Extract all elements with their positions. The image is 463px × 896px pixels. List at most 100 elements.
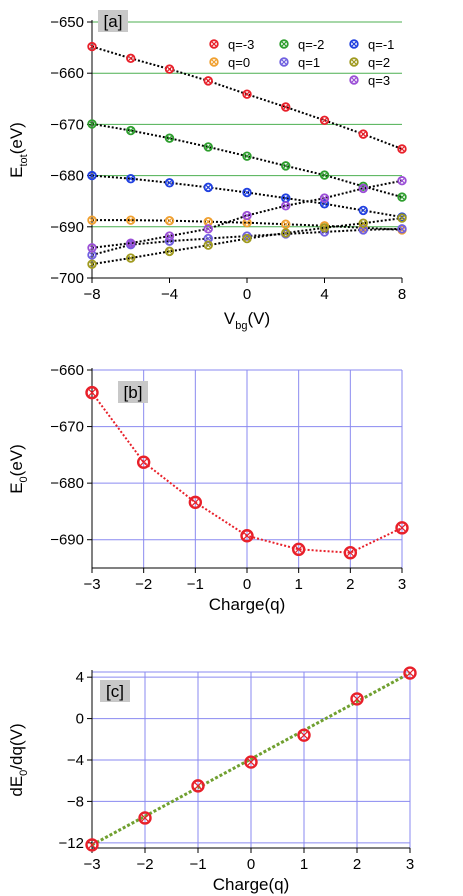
data-point [397,213,407,223]
series-line [91,45,403,150]
y-tick-label-4: −12 [59,835,84,852]
legend-item: q=2 [349,55,390,70]
data-point-ring [126,53,136,64]
data-point-ring [397,213,407,223]
data-point-cross-b [205,144,211,150]
panel-2: 4 0 −4 −8 −12 −3 −2 −1 0 1 2 3 Charge(q) dE0/dq(V) [c] [7,666,417,894]
fit-line [91,671,411,847]
data-point [397,224,407,234]
data-point-cross-b [399,194,405,200]
x-tick-label-5: 2 [346,576,354,593]
data-point-cross-b [247,758,255,766]
legend-marker-cross-b [211,59,217,65]
data-point-ring [85,385,99,400]
data-point-cross-b [166,218,173,224]
data-point-cross-b [360,185,366,191]
data-point-cross-b [89,245,95,251]
data-point-cross-b [321,225,328,231]
data-point-ring [164,178,175,188]
y-axis-label: dE0/dq(V) [7,723,30,796]
legend-label: q=-1 [368,37,394,52]
data-point [87,170,97,181]
data-point-ring [291,542,306,557]
series-line [91,217,403,266]
legend-marker [349,39,359,49]
data-point-cross-b [141,814,149,822]
legend-marker [209,57,219,67]
data-point-ring [350,692,364,706]
data-point-ring [397,224,407,234]
data-point-cross-b [205,219,211,225]
data-point-ring [164,133,175,143]
data-point-ring [242,89,252,99]
data-point-ring [87,215,97,225]
data-point [281,228,291,238]
data-point [242,210,252,221]
data-point-cross-b [244,236,250,242]
data-point-ring [358,225,368,235]
y-tick-label-0: −650 [50,14,84,31]
y-tick-label-3: −680 [50,168,84,185]
data-point [126,53,136,64]
legend-label: q=2 [368,55,390,70]
data-point-ring [281,161,291,171]
y-axis-label: Etot(eV) [7,122,30,178]
data-point [87,41,97,52]
legend-marker-ring [279,39,289,49]
data-point [87,119,97,129]
data-point [240,529,254,543]
x-axis-label: Charge(q) [209,595,286,614]
data-point [203,76,213,86]
panel-0: −650 −660 −670 −680 −690 −700−8 −4 0 4 8 Vbg(V) Eto… [7,10,407,332]
data-point [164,231,175,241]
data-point-ring [87,119,97,129]
y-tick-label-0: −660 [50,362,84,379]
x-tick-label-3: 0 [243,576,251,593]
data-point-cross-b [360,227,366,233]
data-point-cross-b [191,498,199,506]
x-tick-label-4: 1 [300,856,308,873]
data-point [395,521,409,535]
panel-tag-label: [c] [106,682,124,701]
legend-marker [279,57,289,67]
data-point-cross-b [89,217,95,223]
data-point-cross-b [166,135,173,141]
legend-item: q=-2 [279,37,324,52]
data-point-cross-b [128,128,134,134]
x-tick-label-4: 1 [294,576,302,593]
data-point [244,755,258,769]
data-point-ring [188,495,203,510]
x-axis-label: Charge(q) [213,875,290,894]
legend-label: q=1 [298,55,320,70]
data-point [203,240,213,250]
data-point-ring [126,125,136,136]
x-tick-label-1: −4 [161,286,178,303]
data-point-cross-b [89,252,95,258]
x-tick-label-4: 8 [398,286,406,303]
data-point [203,233,213,244]
data-point-cross-b [353,695,361,703]
x-tick-label-5: 2 [353,856,361,873]
data-point-cross-b [89,44,95,50]
data-point [291,542,306,557]
x-tick-label-0: −3 [83,576,100,593]
data-point-ring [319,170,330,180]
data-point-cross-b [166,180,173,186]
series-2 [87,170,407,222]
data-point [126,253,136,263]
data-point [85,385,99,400]
data-point-cross-b [88,841,96,849]
data-point-cross-b [89,173,95,179]
y-tick-label-4: −690 [50,219,84,236]
data-point [281,201,291,211]
data-point-cross-b [128,176,134,182]
legend-item: q=-1 [349,37,394,52]
legend-marker-cross-b [281,59,287,65]
y-tick-label-2: −4 [67,752,84,769]
data-point-cross-b [166,248,173,254]
data-point [242,151,252,161]
series-0 [87,41,407,154]
data-point-cross-b [399,146,405,152]
data-point [87,215,97,225]
data-point-ring [203,233,213,244]
